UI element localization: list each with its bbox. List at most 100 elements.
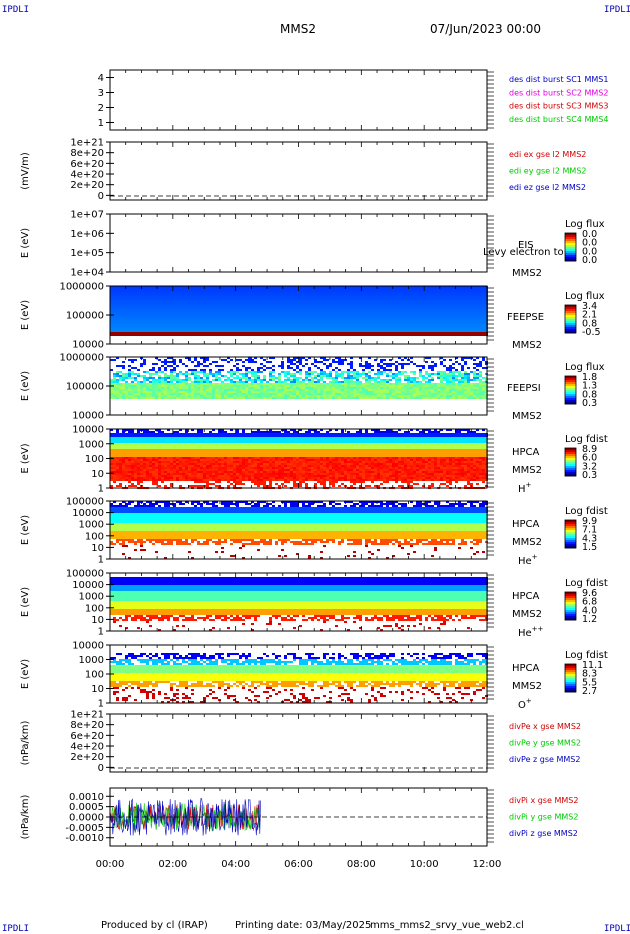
- spectrogram-cell: [128, 375, 131, 377]
- spectrogram-cell: [254, 371, 257, 373]
- spectrogram-cell: [122, 389, 125, 391]
- spectrogram-cell: [332, 308, 335, 310]
- spectrogram-cell: [395, 367, 398, 369]
- spectrogram-cell: [395, 326, 398, 328]
- spectrogram-cell: [212, 391, 215, 393]
- corner-label-top-right: IPDLI: [604, 5, 630, 15]
- spectrogram-cell: [167, 330, 170, 332]
- spectrogram-cell: [311, 373, 314, 375]
- spectrogram-cell: [209, 302, 212, 304]
- spectrogram-cell: [380, 383, 383, 385]
- spectrogram-cell: [380, 373, 383, 375]
- spectrogram-cell: [371, 316, 374, 318]
- spectrogram-cell: [434, 304, 437, 306]
- spectrogram-cell: [182, 322, 185, 324]
- spectrogram-cell: [164, 292, 167, 294]
- spectrogram-cell: [449, 290, 452, 292]
- spectrogram-cell: [152, 383, 155, 385]
- spectrogram-cell: [332, 369, 335, 371]
- spectrogram-cell: [290, 326, 293, 328]
- spectrogram-cell: [299, 320, 302, 322]
- spectrogram-cell: [362, 296, 365, 298]
- spectrogram-cell: [125, 328, 128, 330]
- spectrogram-cell: [458, 302, 461, 304]
- spectrogram-cell: [215, 379, 218, 381]
- spectrogram-cell: [140, 395, 143, 397]
- spectrogram-cell: [431, 320, 434, 322]
- spectrogram-cell: [467, 334, 470, 336]
- spectrogram-cell: [227, 391, 230, 393]
- spectrogram-cell: [191, 316, 194, 318]
- spectrogram-cell: [185, 312, 188, 314]
- spectrogram-cell: [368, 389, 371, 391]
- spectrogram-cell: [173, 377, 176, 379]
- spectrogram-cell: [203, 385, 206, 387]
- spectrogram-cell: [449, 334, 452, 336]
- spectrogram-cell: [311, 328, 314, 330]
- spectrogram-cell: [299, 383, 302, 385]
- spectrogram-cell: [302, 312, 305, 314]
- spectrogram-cell: [473, 318, 476, 320]
- spectrogram-cell: [479, 290, 482, 292]
- spectrogram-cell: [128, 326, 131, 328]
- spectrogram-cell: [344, 290, 347, 292]
- spectrogram-cell: [146, 286, 149, 288]
- spectrogram-cell: [464, 316, 467, 318]
- spectrogram-cell: [389, 306, 392, 308]
- spectrogram-cell: [137, 381, 140, 383]
- spectrogram-cell: [404, 318, 407, 320]
- spectrogram-cell: [146, 324, 149, 326]
- spectrogram-cell: [365, 332, 368, 334]
- spectrogram-cell: [248, 389, 251, 391]
- spectrogram-cell: [116, 383, 119, 385]
- spectrogram-cell: [218, 383, 221, 385]
- spectrogram-cell: [347, 397, 350, 399]
- spectrogram-cell: [272, 389, 275, 391]
- spectrogram-cell: [293, 318, 296, 320]
- spectrogram-cell: [281, 391, 284, 393]
- spectrogram-cell: [314, 316, 317, 318]
- spectrogram-cell: [428, 318, 431, 320]
- spectrogram-cell: [188, 290, 191, 292]
- spectrogram-cell: [179, 302, 182, 304]
- spectrogram-cell: [119, 286, 122, 288]
- colorbar-step: [565, 249, 576, 252]
- spectrogram-cell: [242, 381, 245, 383]
- spectrogram-cell: [155, 379, 158, 381]
- spectrogram-cell: [428, 298, 431, 300]
- spectrogram-cell: [473, 334, 476, 336]
- spectrogram-cell: [320, 395, 323, 397]
- spectrogram-cell: [395, 296, 398, 298]
- spectrogram-cell: [356, 397, 359, 399]
- spectrogram-cell: [353, 302, 356, 304]
- spectrogram-cell: [149, 383, 152, 385]
- spectrogram-cell: [326, 322, 329, 324]
- spectrogram-cell: [239, 322, 242, 324]
- spectrogram-cell: [275, 300, 278, 302]
- spectrogram-cell: [173, 332, 176, 334]
- spectrogram-cell: [362, 328, 365, 330]
- spectrogram-cell: [413, 286, 416, 288]
- spectrogram-cell: [194, 371, 197, 373]
- spectrogram-cell: [110, 318, 113, 320]
- spectrogram-cell: [308, 300, 311, 302]
- spectrogram-cell: [281, 363, 284, 365]
- spectrogram-cell: [470, 324, 473, 326]
- spectrogram-cell: [455, 298, 458, 300]
- spectrogram-cell: [197, 330, 200, 332]
- spectrogram-cell: [359, 391, 362, 393]
- spectrogram-cell: [353, 310, 356, 312]
- spectrogram-cell: [242, 322, 245, 324]
- spectrogram-cell: [311, 389, 314, 391]
- spectrogram-cell: [395, 379, 398, 381]
- spectrogram-cell: [185, 286, 188, 288]
- spectrogram-cell: [293, 397, 296, 399]
- spectrogram-cell: [257, 300, 260, 302]
- spectrogram-cell: [329, 300, 332, 302]
- spectrogram-cell: [338, 318, 341, 320]
- spectrogram-cell: [152, 373, 155, 375]
- spectrogram-cell: [188, 312, 191, 314]
- spectrogram-cell: [377, 302, 380, 304]
- spectrogram-cell: [245, 288, 248, 290]
- spectrogram-cell: [407, 290, 410, 292]
